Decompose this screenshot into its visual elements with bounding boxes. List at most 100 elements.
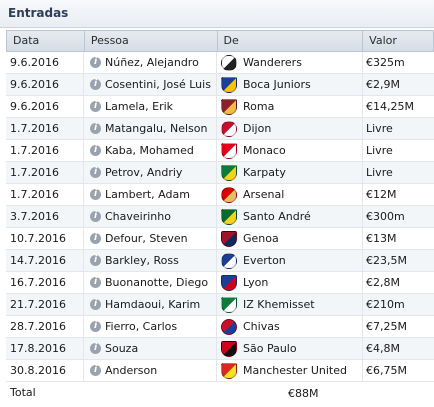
person-name-link[interactable]: Buonanotte, Diego (105, 276, 209, 289)
everton-crest-icon (221, 252, 237, 269)
cell-person[interactable]: i Barkley, Ross (84, 249, 217, 272)
cell-from-club[interactable]: Dijon (217, 117, 363, 140)
cell-person[interactable]: i Hamdaoui, Karim (84, 293, 217, 316)
club-name-link[interactable]: Chivas (243, 320, 280, 333)
info-icon[interactable]: i (90, 255, 101, 266)
club-name-link[interactable]: Roma (243, 100, 275, 113)
table-row[interactable]: 28.7.2016 i Fierro, Carlos Chivas €7,25M (6, 315, 434, 338)
info-icon[interactable]: i (90, 211, 101, 222)
person-name-link[interactable]: Defour, Steven (105, 232, 188, 245)
cell-person[interactable]: i Fierro, Carlos (84, 315, 217, 338)
column-header-date[interactable]: Data (7, 31, 85, 51)
person-name-link[interactable]: Núñez, Alejandro (105, 56, 199, 69)
info-icon[interactable]: i (90, 365, 101, 376)
cell-value: €2,8M (366, 275, 400, 289)
cell-person[interactable]: i Matangalu, Nelson (84, 117, 217, 140)
club-name-link[interactable]: IZ Khemisset (243, 298, 315, 311)
club-name-link[interactable]: Manchester United (243, 364, 347, 377)
info-icon[interactable]: i (90, 79, 101, 90)
cell-person[interactable]: i Núñez, Alejandro (84, 51, 217, 74)
club-name-link[interactable]: Everton (243, 254, 286, 267)
cell-from-club[interactable]: IZ Khemisset (217, 293, 363, 316)
table-row[interactable]: 17.8.2016 i Souza São Paulo €4,8M (6, 337, 434, 360)
person-name-link[interactable]: Hamdaoui, Karim (105, 298, 201, 311)
cell-from-club[interactable]: Boca Juniors (217, 73, 363, 96)
person-name-link[interactable]: Cosentini, José Luis (105, 78, 211, 91)
table-row[interactable]: 9.6.2016 i Cosentini, José Luis Boca Junior… (6, 73, 434, 96)
cell-from-club[interactable]: São Paulo (217, 337, 363, 360)
table-row[interactable]: 1.7.2016 i Kaba, Mohamed Monaco Livre (6, 139, 434, 162)
cell-from-club[interactable]: Roma (217, 95, 363, 118)
cell-from-club[interactable]: Genoa (217, 227, 363, 250)
cell-person[interactable]: i Cosentini, José Luis (84, 73, 217, 96)
cell-person[interactable]: i Souza (84, 337, 217, 360)
person-name-link[interactable]: Barkley, Ross (105, 254, 179, 267)
info-icon[interactable]: i (90, 189, 101, 200)
table-row[interactable]: 1.7.2016 i Lambert, Adam Arsenal €12M (6, 183, 434, 206)
table-row[interactable]: 9.6.2016 i Lamela, Erik Roma €14,25M (6, 95, 434, 118)
genoa-crest-icon (221, 230, 237, 247)
person-name-link[interactable]: Lamela, Erik (105, 100, 174, 113)
table-row[interactable]: 1.7.2016 i Matangalu, Nelson Dijon Livre (6, 117, 434, 140)
column-header-value[interactable]: Valor (363, 31, 434, 51)
person-name-link[interactable]: Matangalu, Nelson (105, 122, 208, 135)
info-icon[interactable]: i (90, 145, 101, 156)
cell-from-club[interactable]: Lyon (217, 271, 363, 294)
club-name-link[interactable]: Genoa (243, 232, 279, 245)
info-icon[interactable]: i (90, 277, 101, 288)
cell-from-club[interactable]: Santo André (217, 205, 363, 228)
cell-person[interactable]: i Chaveirinho (84, 205, 217, 228)
cell-from-club[interactable]: Monaco (217, 139, 363, 162)
person-name-link[interactable]: Chaveirinho (105, 210, 171, 223)
club-name-link[interactable]: Arsenal (243, 188, 285, 201)
club-name-link[interactable]: Wanderers (243, 56, 302, 69)
person-name-link[interactable]: Souza (105, 342, 139, 355)
club-name-link[interactable]: Monaco (243, 144, 286, 157)
cell-from-club[interactable]: Manchester United (217, 359, 363, 382)
cell-person[interactable]: i Lambert, Adam (84, 183, 217, 206)
person-name-link[interactable]: Petrov, Andriy (105, 166, 183, 179)
cell-from-club[interactable]: Chivas (217, 315, 363, 338)
table-row[interactable]: 1.7.2016 i Petrov, Andriy Karpaty Livre (6, 161, 434, 184)
info-icon[interactable]: i (90, 299, 101, 310)
club-name-link[interactable]: Lyon (243, 276, 269, 289)
cell-person[interactable]: i Anderson (84, 359, 217, 382)
cell-date: 1.7.2016 (6, 139, 84, 162)
table-row[interactable]: 16.7.2016 i Buonanotte, Diego Lyon €2,8M (6, 271, 434, 294)
info-icon[interactable]: i (90, 123, 101, 134)
person-name-link[interactable]: Kaba, Mohamed (105, 144, 194, 157)
table-row[interactable]: 14.7.2016 i Barkley, Ross Everton €23,5M (6, 249, 434, 272)
column-header-person[interactable]: Pessoa (85, 31, 218, 51)
club-name-link[interactable]: São Paulo (243, 342, 297, 355)
cell-from-club[interactable]: Karpaty (217, 161, 363, 184)
person-name-link[interactable]: Lambert, Adam (105, 188, 190, 201)
club-name-link[interactable]: Santo André (243, 210, 311, 223)
cell-date: 28.7.2016 (6, 315, 84, 338)
info-icon[interactable]: i (90, 101, 101, 112)
club-name-link[interactable]: Dijon (243, 122, 272, 135)
info-icon[interactable]: i (90, 57, 101, 68)
info-icon[interactable]: i (90, 343, 101, 354)
table-row[interactable]: 10.7.2016 i Defour, Steven Genoa €13M (6, 227, 434, 250)
table-row[interactable]: 21.7.2016 i Hamdaoui, Karim IZ Khemisset €21… (6, 293, 434, 316)
cell-person[interactable]: i Buonanotte, Diego (84, 271, 217, 294)
cell-person[interactable]: i Lamela, Erik (84, 95, 217, 118)
table-row[interactable]: 3.7.2016 i Chaveirinho Santo André €300m (6, 205, 434, 228)
info-icon[interactable]: i (90, 167, 101, 178)
cell-person[interactable]: i Kaba, Mohamed (84, 139, 217, 162)
cell-from-club[interactable]: Everton (217, 249, 363, 272)
cell-from-club[interactable]: Wanderers (217, 51, 363, 74)
person-name-link[interactable]: Anderson (105, 364, 158, 377)
club-name-link[interactable]: Boca Juniors (243, 78, 311, 91)
club-name-link[interactable]: Karpaty (243, 166, 286, 179)
table-row[interactable]: 30.8.2016 i Anderson Manchester United €6,75… (6, 359, 434, 382)
cell-date: 3.7.2016 (6, 205, 84, 228)
cell-person[interactable]: i Defour, Steven (84, 227, 217, 250)
column-header-from[interactable]: De (218, 31, 364, 51)
table-row[interactable]: 9.6.2016 i Núñez, Alejandro Wanderers €325m (6, 51, 434, 74)
info-icon[interactable]: i (90, 233, 101, 244)
info-icon[interactable]: i (90, 321, 101, 332)
cell-person[interactable]: i Petrov, Andriy (84, 161, 217, 184)
cell-from-club[interactable]: Arsenal (217, 183, 363, 206)
person-name-link[interactable]: Fierro, Carlos (105, 320, 178, 333)
